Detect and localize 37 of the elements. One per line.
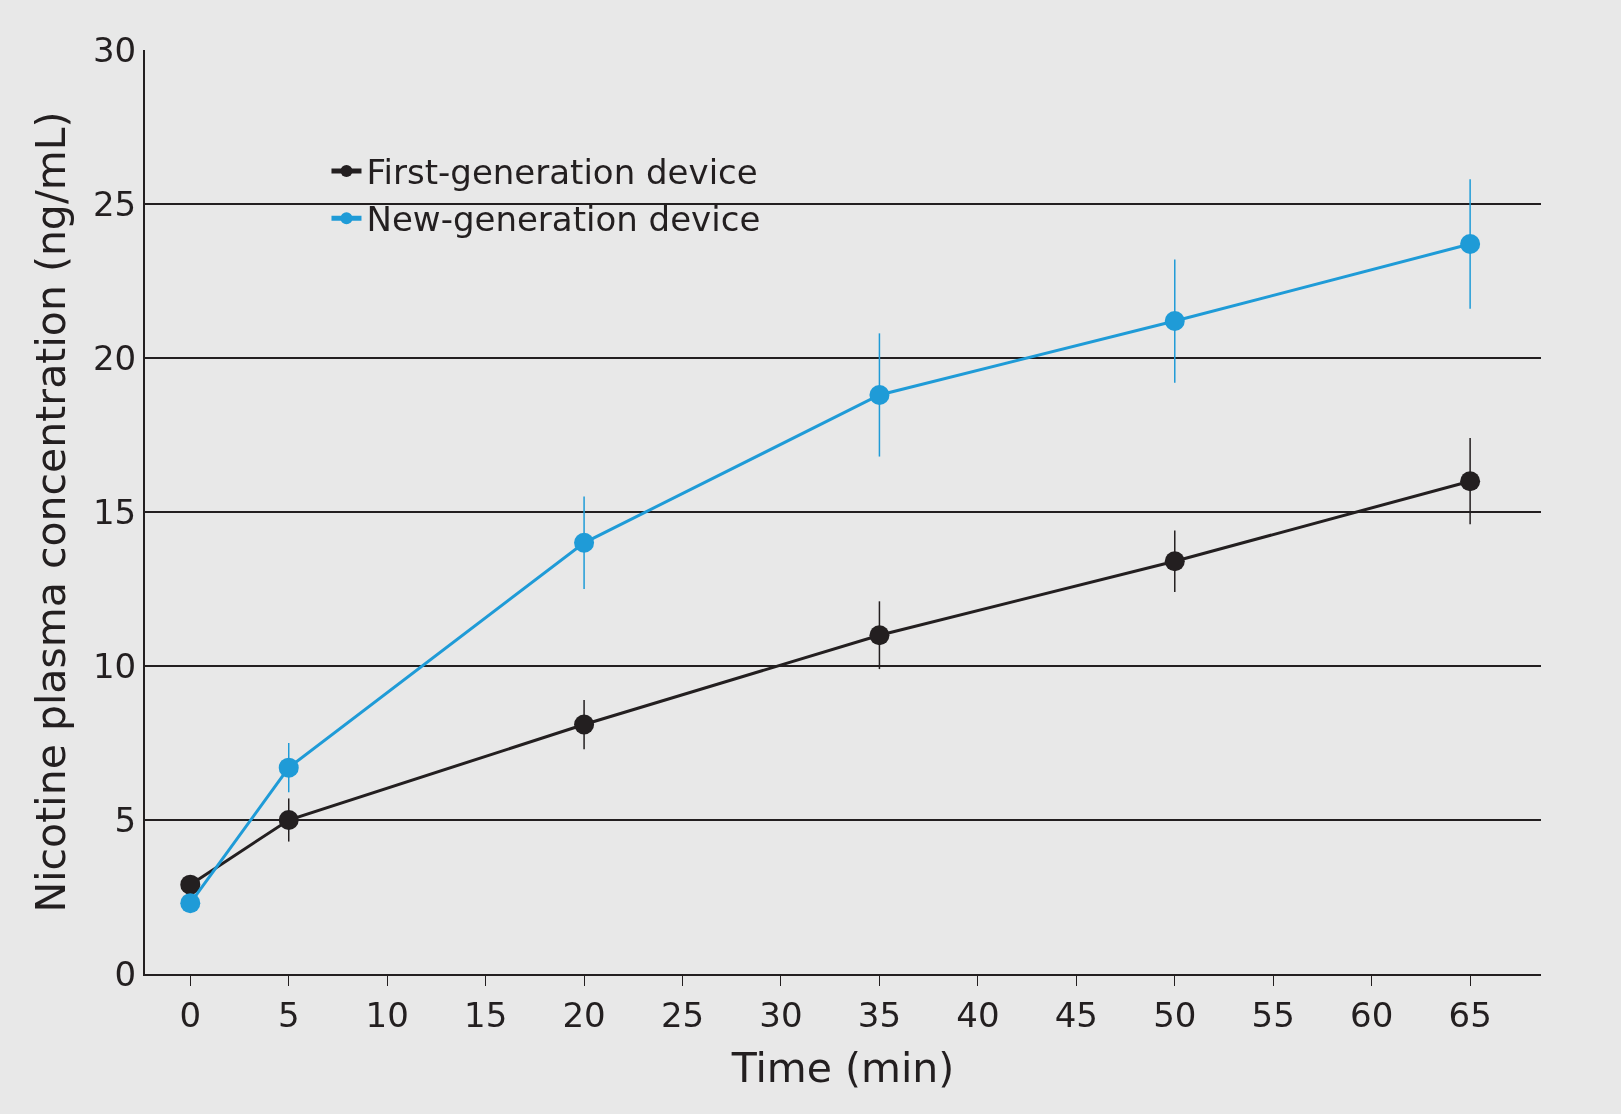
point xyxy=(869,384,890,405)
y-tick-label: 0 xyxy=(114,953,137,994)
x-tick-label: 5 xyxy=(277,994,300,1035)
y-tick-label: 30 xyxy=(92,29,137,70)
x-tick-label: 30 xyxy=(759,994,803,1035)
y-tick-label: 25 xyxy=(92,183,137,224)
y-axis-title: Nicotine plasma concentration (ng/mL) xyxy=(26,111,75,913)
x-tick-label: 45 xyxy=(1054,994,1098,1035)
point xyxy=(1164,551,1185,572)
point xyxy=(1460,234,1481,255)
point xyxy=(180,893,201,914)
x-tick-label: 20 xyxy=(562,994,606,1035)
point xyxy=(1460,471,1481,492)
point xyxy=(574,714,595,735)
point xyxy=(278,810,299,830)
x-tick-label: 65 xyxy=(1448,994,1492,1035)
x-tick-label: 15 xyxy=(464,994,508,1035)
x-tick-label: 60 xyxy=(1350,994,1394,1035)
x-tick-label: 25 xyxy=(660,994,705,1035)
point xyxy=(278,757,299,778)
x-tick-label: 35 xyxy=(857,994,902,1035)
x-tick-label: 40 xyxy=(956,994,1000,1035)
point xyxy=(180,874,201,895)
x-tick-label: 50 xyxy=(1153,994,1197,1035)
y-tick-label: 10 xyxy=(92,645,137,686)
point xyxy=(1164,311,1185,332)
x-tick-label: 10 xyxy=(365,994,409,1035)
x-tick-label: 0 xyxy=(179,994,202,1035)
legend-label: First-generation device xyxy=(366,152,758,193)
x-tick-label: 55 xyxy=(1251,994,1295,1035)
y-tick-label: 20 xyxy=(92,337,137,378)
point xyxy=(574,532,595,553)
y-tick-label: 5 xyxy=(114,799,137,840)
x-axis-title: Time (min) xyxy=(730,1044,955,1093)
legend-label: New-generation device xyxy=(366,199,761,240)
y-tick-label: 15 xyxy=(92,491,137,532)
point xyxy=(869,625,890,646)
